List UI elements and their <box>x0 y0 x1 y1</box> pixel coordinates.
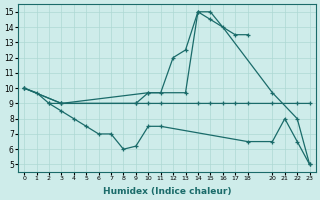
X-axis label: Humidex (Indice chaleur): Humidex (Indice chaleur) <box>103 187 231 196</box>
